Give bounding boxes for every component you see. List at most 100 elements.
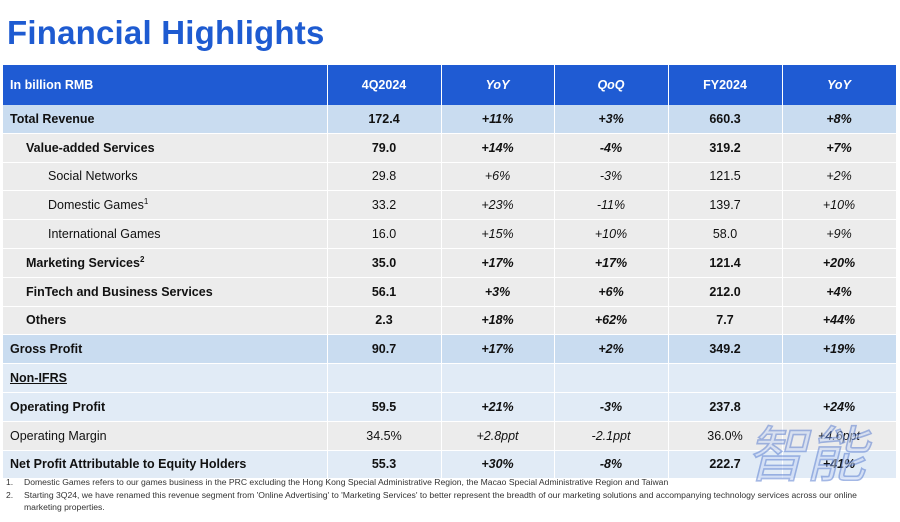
cell-4q2024: 34.5% bbox=[327, 421, 442, 451]
cell-yoy: +21% bbox=[441, 392, 555, 422]
cell-yoy: +23% bbox=[441, 190, 555, 221]
cell-fy-yoy: +9% bbox=[782, 219, 897, 249]
cell-empty bbox=[327, 363, 442, 393]
cell-yoy: +17% bbox=[441, 334, 555, 365]
cell-empty bbox=[782, 363, 897, 393]
cell-qoq: +10% bbox=[554, 219, 669, 249]
footnote-number: 2. bbox=[6, 489, 14, 500]
cell-qoq: -11% bbox=[554, 190, 669, 221]
table-row: FinTech and Business Services 56.1 +3% +… bbox=[3, 277, 897, 307]
cell-4q2024: 55.3 bbox=[327, 450, 442, 480]
cell-fy2024: 319.2 bbox=[668, 133, 783, 163]
row-label: Others bbox=[3, 306, 328, 336]
cell-empty bbox=[668, 363, 783, 393]
cell-fy2024: 121.5 bbox=[668, 162, 783, 192]
row-label-text: Marketing Services bbox=[26, 255, 140, 270]
table-row: Value-added Services 79.0 +14% -4% 319.2… bbox=[3, 133, 897, 163]
page-title: Financial Highlights bbox=[7, 14, 325, 51]
row-label: Value-added Services bbox=[3, 133, 328, 163]
row-label: Total Revenue bbox=[3, 105, 328, 134]
table-row: Marketing Services2 35.0 +17% +17% 121.4… bbox=[3, 248, 897, 278]
cell-qoq: +62% bbox=[554, 306, 669, 336]
cell-yoy: +6% bbox=[441, 162, 555, 192]
table-row: Net Profit Attributable to Equity Holder… bbox=[3, 450, 897, 480]
cell-fy2024: 212.0 bbox=[668, 277, 783, 307]
row-label: Gross Profit bbox=[3, 334, 328, 365]
table-row: Total Revenue 172.4 +11% +3% 660.3 +8% bbox=[3, 105, 897, 134]
cell-fy2024: 349.2 bbox=[668, 334, 783, 365]
row-label: Social Networks bbox=[3, 162, 328, 192]
row-label: Non-IFRS bbox=[3, 363, 328, 393]
footnote-text: Starting 3Q24, we have renamed this reve… bbox=[24, 489, 857, 513]
cell-yoy: +18% bbox=[441, 306, 555, 336]
cell-qoq: +17% bbox=[554, 248, 669, 278]
table-row: Gross Profit 90.7 +17% +2% 349.2 +19% bbox=[3, 334, 897, 365]
footnote-text: Domestic Games refers to our games busin… bbox=[24, 477, 669, 487]
row-label: International Games bbox=[3, 219, 328, 249]
cell-qoq: +6% bbox=[554, 277, 669, 307]
cell-fy2024: 139.7 bbox=[668, 190, 783, 221]
row-label: Marketing Services2 bbox=[3, 248, 328, 278]
cell-fy-yoy: +44% bbox=[782, 306, 897, 336]
cell-qoq: +2% bbox=[554, 334, 669, 365]
cell-yoy: +14% bbox=[441, 133, 555, 163]
cell-fy2024: 222.7 bbox=[668, 450, 783, 480]
cell-qoq: -8% bbox=[554, 450, 669, 480]
cell-empty bbox=[441, 363, 555, 393]
cell-4q2024: 172.4 bbox=[327, 105, 442, 134]
header-unit: In billion RMB bbox=[3, 65, 328, 105]
row-label: Domestic Games1 bbox=[3, 190, 328, 221]
cell-4q2024: 16.0 bbox=[327, 219, 442, 249]
cell-yoy: +30% bbox=[441, 450, 555, 480]
cell-4q2024: 35.0 bbox=[327, 248, 442, 278]
cell-fy-yoy: +4.6ppt bbox=[782, 421, 897, 451]
cell-fy-yoy: +19% bbox=[782, 334, 897, 365]
cell-fy2024: 660.3 bbox=[668, 105, 783, 134]
cell-fy-yoy: +10% bbox=[782, 190, 897, 221]
row-label: Net Profit Attributable to Equity Holder… bbox=[3, 450, 328, 480]
footnote-ref: 2 bbox=[139, 254, 145, 264]
cell-fy2024: 36.0% bbox=[668, 421, 783, 451]
table-header-row: In billion RMB 4Q2024 YoY QoQ FY2024 YoY bbox=[3, 65, 897, 105]
table-row: Domestic Games1 33.2 +23% -11% 139.7 +10… bbox=[3, 190, 897, 221]
section-row-non-ifrs: Non-IFRS bbox=[3, 363, 897, 393]
cell-fy-yoy: +7% bbox=[782, 133, 897, 163]
cell-fy-yoy: +41% bbox=[782, 450, 897, 480]
footnote-ref: 1 bbox=[143, 197, 149, 207]
cell-fy2024: 58.0 bbox=[668, 219, 783, 249]
table-row: Operating Profit 59.5 +21% -3% 237.8 +24… bbox=[3, 392, 897, 422]
cell-fy2024: 237.8 bbox=[668, 392, 783, 422]
cell-4q2024: 29.8 bbox=[327, 162, 442, 192]
footnote: 1. Domestic Games refers to our games bu… bbox=[6, 476, 886, 489]
row-label: Operating Profit bbox=[3, 392, 328, 422]
table-row: International Games 16.0 +15% +10% 58.0 … bbox=[3, 219, 897, 249]
cell-4q2024: 59.5 bbox=[327, 392, 442, 422]
cell-qoq: -3% bbox=[554, 162, 669, 192]
cell-fy-yoy: +8% bbox=[782, 105, 897, 134]
cell-fy2024: 121.4 bbox=[668, 248, 783, 278]
cell-qoq: -4% bbox=[554, 133, 669, 163]
table-row: Others 2.3 +18% +62% 7.7 +44% bbox=[3, 306, 897, 336]
cell-yoy: +2.8ppt bbox=[441, 421, 555, 451]
cell-fy2024: 7.7 bbox=[668, 306, 783, 336]
header-fy2024: FY2024 bbox=[668, 65, 783, 105]
cell-fy-yoy: +20% bbox=[782, 248, 897, 278]
cell-fy-yoy: +4% bbox=[782, 277, 897, 307]
cell-4q2024: 2.3 bbox=[327, 306, 442, 336]
cell-4q2024: 90.7 bbox=[327, 334, 442, 365]
header-yoy: YoY bbox=[441, 65, 555, 105]
cell-yoy: +15% bbox=[441, 219, 555, 249]
cell-yoy: +3% bbox=[441, 277, 555, 307]
cell-empty bbox=[554, 363, 669, 393]
section-title: Non-IFRS bbox=[10, 371, 67, 386]
header-4q2024: 4Q2024 bbox=[327, 65, 442, 105]
cell-fy-yoy: +24% bbox=[782, 392, 897, 422]
financial-table: In billion RMB 4Q2024 YoY QoQ FY2024 YoY… bbox=[3, 65, 897, 480]
cell-qoq: +3% bbox=[554, 105, 669, 134]
cell-qoq: -2.1ppt bbox=[554, 421, 669, 451]
header-qoq: QoQ bbox=[554, 65, 669, 105]
header-fy-yoy: YoY bbox=[782, 65, 897, 105]
row-label-text: Domestic Games bbox=[48, 198, 144, 213]
cell-4q2024: 33.2 bbox=[327, 190, 442, 221]
footnotes: 1. Domestic Games refers to our games bu… bbox=[6, 476, 886, 514]
